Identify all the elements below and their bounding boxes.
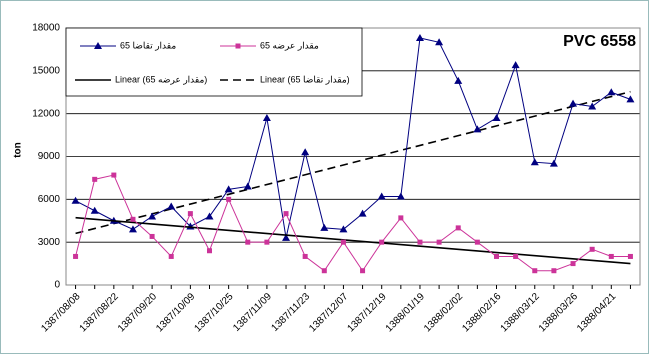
data-point [551,268,557,274]
data-point [455,225,461,231]
data-point [243,182,252,190]
data-point [398,215,404,221]
y-tick-label: 15000 [32,65,60,76]
data-point [569,99,578,107]
data-point [168,253,174,259]
data-point [513,253,519,259]
legend-box [65,27,363,97]
data-point [379,239,385,245]
data-point [436,239,442,245]
legend-label: مقدار تقاضا 65 [120,40,176,51]
data-point [588,102,597,110]
data-point [205,212,214,220]
data-point [264,239,270,245]
data-point [627,253,633,259]
data-point [71,196,80,204]
data-point [454,76,463,84]
legend-label: Linear (مقدار تقاضا 65) [260,74,350,85]
data-point [111,172,117,178]
y-axis-label: ton [13,142,24,158]
trendline [75,216,631,265]
data-point [589,246,595,252]
y-tick-label: 9000 [38,151,61,162]
data-point [360,268,366,274]
data-point [128,225,137,233]
data-point [530,158,539,166]
data-point [207,248,212,254]
series-line [75,174,631,272]
data-point [532,268,538,274]
data-point [340,239,346,245]
data-point [149,233,155,239]
data-point [130,216,136,222]
data-point [549,159,558,167]
data-point [417,239,423,245]
data-point [358,209,367,217]
legend-marker [94,42,102,49]
y-tick-label: 18000 [32,23,60,34]
data-point [377,192,386,200]
y-tick-label: 0 [54,280,60,291]
data-point [92,176,98,182]
data-point [626,95,635,103]
data-point [570,261,576,267]
data-point [435,38,444,46]
data-point [396,192,405,200]
legend-label: Linear (مقدار عرضه 65) [115,74,207,85]
data-point [282,233,291,241]
legend-marker [235,43,241,49]
data-point [187,211,193,217]
data-point [339,225,348,233]
data-point [607,88,616,96]
data-point [511,61,520,69]
data-point [608,253,614,259]
data-point [321,268,327,274]
data-point [90,206,99,214]
data-point [245,239,251,245]
data-point [474,239,480,245]
data-point [301,148,310,156]
y-tick-label: 12000 [32,108,60,119]
data-point [415,33,424,41]
chart-title: PVC 6558 [563,33,636,50]
data-point [492,113,501,121]
data-point [224,185,233,193]
data-point [302,253,308,259]
legend-label: مقدار عرضه 65 [260,40,319,51]
data-point [494,253,499,259]
data-point [73,253,79,259]
y-tick-label: 3000 [38,237,61,248]
data-point [473,125,482,133]
data-point [283,211,289,217]
data-point [320,223,329,231]
trendline [75,90,631,235]
data-point [262,113,271,121]
data-point [226,196,232,202]
y-tick-label: 6000 [38,194,61,205]
data-point [148,212,157,220]
data-point [167,202,176,210]
